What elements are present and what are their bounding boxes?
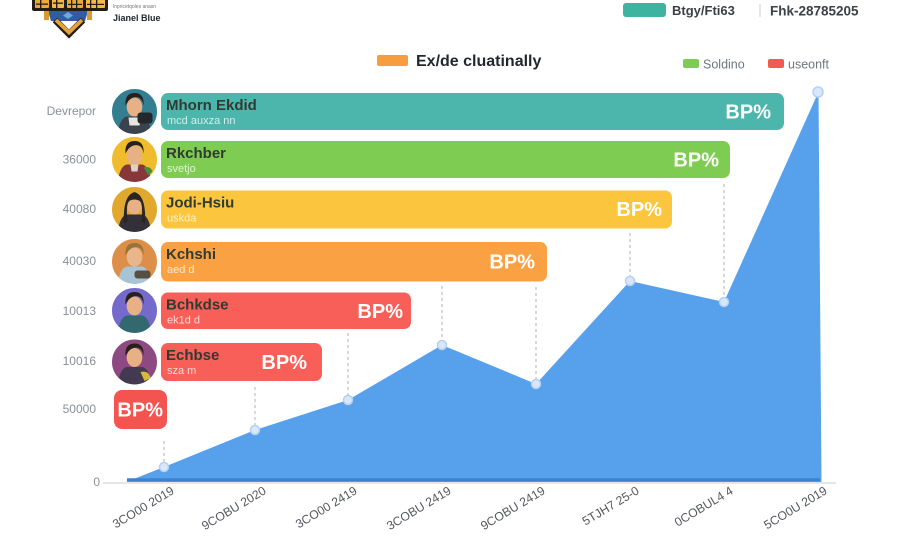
- svg-text:BP%: BP%: [357, 301, 403, 323]
- svg-text:Bchkdse: Bchkdse: [166, 297, 229, 314]
- svg-text:50000: 50000: [63, 402, 97, 416]
- svg-text:Soldino: Soldino: [703, 58, 745, 72]
- svg-text:10016: 10016: [63, 354, 97, 368]
- svg-text:Btgy/Fti63: Btgy/Fti63: [672, 3, 735, 18]
- svg-text:Kchshi: Kchshi: [166, 246, 216, 263]
- svg-text:36000: 36000: [63, 153, 97, 167]
- svg-text:BP%: BP%: [489, 252, 535, 274]
- svg-text:Mhorn Ekdid: Mhorn Ekdid: [166, 97, 257, 114]
- svg-text:Fhk-28785205: Fhk-28785205: [770, 4, 859, 19]
- svg-text:mcd auxza nn: mcd auxza nn: [167, 115, 235, 127]
- svg-text:BP%: BP%: [616, 199, 662, 221]
- svg-text:40030: 40030: [63, 254, 97, 268]
- svg-text:0: 0: [93, 475, 100, 489]
- svg-text:ek1d d: ek1d d: [167, 315, 200, 327]
- svg-text:Devrepor: Devrepor: [47, 104, 96, 118]
- svg-text:BP%: BP%: [117, 400, 163, 422]
- svg-text:BP%: BP%: [261, 352, 307, 374]
- svg-text:Jianel Blue: Jianel Blue: [113, 13, 161, 23]
- svg-text:Rkchber: Rkchber: [166, 145, 226, 162]
- svg-text:lnpricetqoles anasn: lnpricetqoles anasn: [113, 4, 156, 10]
- svg-text:40080: 40080: [63, 202, 97, 216]
- svg-text:useonft: useonft: [788, 58, 830, 72]
- svg-text:Echbse: Echbse: [166, 347, 219, 364]
- svg-text:10013: 10013: [63, 304, 97, 318]
- svg-text:uskda: uskda: [167, 213, 197, 225]
- svg-text:sza m: sza m: [167, 365, 196, 377]
- svg-text:BP%: BP%: [725, 102, 771, 124]
- svg-text:BP%: BP%: [673, 150, 719, 172]
- svg-text:Jodi-Hsiu: Jodi-Hsiu: [166, 195, 234, 212]
- svg-text:svetjo: svetjo: [167, 163, 196, 175]
- svg-text:Ex/de cluatinally: Ex/de cluatinally: [416, 53, 541, 70]
- svg-text:aed d: aed d: [167, 264, 195, 276]
